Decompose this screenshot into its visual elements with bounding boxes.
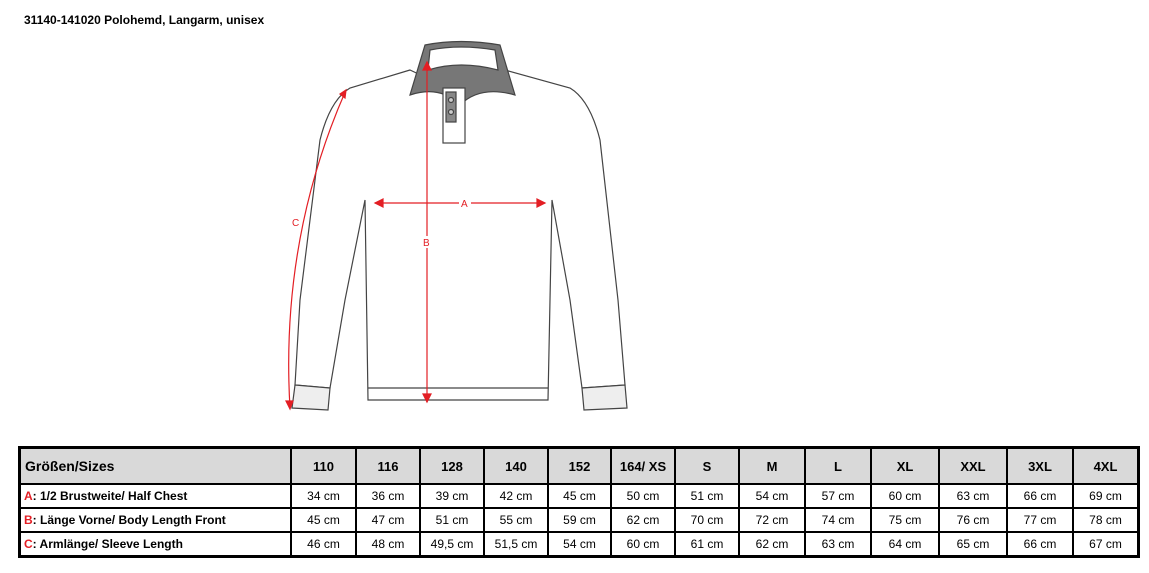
measurement-value: 74 cm bbox=[804, 507, 872, 533]
size-header: 152 bbox=[547, 446, 612, 485]
measurement-value: 67 cm bbox=[1072, 531, 1140, 558]
measurement-name: : Länge Vorne/ Body Length Front bbox=[32, 513, 226, 527]
document-title: 31140-141020 Polohemd, Langarm, unisex bbox=[24, 13, 265, 27]
measure-b-label: B bbox=[423, 238, 430, 249]
measure-c-line bbox=[288, 89, 347, 409]
measurement-value: 66 cm bbox=[1006, 531, 1074, 558]
measurement-value: 62 cm bbox=[738, 531, 806, 558]
measurement-value: 51 cm bbox=[674, 483, 740, 509]
measurement-value: 51,5 cm bbox=[483, 531, 549, 558]
size-header: 140 bbox=[483, 446, 549, 485]
measurement-label: B: Länge Vorne/ Body Length Front bbox=[18, 507, 292, 533]
measurement-letter: A bbox=[24, 489, 33, 503]
measurement-value: 70 cm bbox=[674, 507, 740, 533]
measurement-value: 45 cm bbox=[290, 507, 357, 533]
measure-c-label: C bbox=[292, 218, 299, 229]
measurement-value: 57 cm bbox=[804, 483, 872, 509]
measurement-value: 63 cm bbox=[938, 483, 1008, 509]
size-header: XL bbox=[870, 446, 940, 485]
measurement-value: 76 cm bbox=[938, 507, 1008, 533]
measure-a-label: A bbox=[461, 199, 468, 210]
measurement-value: 46 cm bbox=[290, 531, 357, 558]
measurement-letter: C bbox=[24, 537, 33, 551]
polo-shirt-drawing: A B C bbox=[285, 40, 628, 411]
measurement-label: A: 1/2 Brustweite/ Half Chest bbox=[18, 483, 292, 509]
measurement-value: 77 cm bbox=[1006, 507, 1074, 533]
table-header-row: Größen/Sizes 110 116 128 140 152 164/ XS… bbox=[18, 446, 1140, 485]
measurement-value: 61 cm bbox=[674, 531, 740, 558]
measurement-value: 63 cm bbox=[804, 531, 872, 558]
measurement-value: 42 cm bbox=[483, 483, 549, 509]
measurement-value: 64 cm bbox=[870, 531, 940, 558]
measurement-value: 54 cm bbox=[738, 483, 806, 509]
measurement-value: 47 cm bbox=[355, 507, 421, 533]
measurement-value: 49,5 cm bbox=[419, 531, 485, 558]
size-chart-table: Größen/Sizes 110 116 128 140 152 164/ XS… bbox=[18, 446, 1140, 558]
measurement-value: 50 cm bbox=[610, 483, 676, 509]
sizes-header: Größen/Sizes bbox=[18, 446, 292, 485]
measurement-label: C: Armlänge/ Sleeve Length bbox=[18, 531, 292, 558]
measurement-letter: B bbox=[24, 513, 33, 527]
measurement-value: 55 cm bbox=[483, 507, 549, 533]
measurement-value: 66 cm bbox=[1006, 483, 1074, 509]
measurement-value: 45 cm bbox=[547, 483, 612, 509]
measurement-value: 36 cm bbox=[355, 483, 421, 509]
size-header: XXL bbox=[938, 446, 1008, 485]
measurement-value: 48 cm bbox=[355, 531, 421, 558]
table-row: B: Länge Vorne/ Body Length Front 45 cm 47… bbox=[18, 507, 1140, 533]
measurement-value: 72 cm bbox=[738, 507, 806, 533]
size-header: 3XL bbox=[1006, 446, 1074, 485]
measurement-value: 69 cm bbox=[1072, 483, 1140, 509]
size-header: 4XL bbox=[1072, 446, 1140, 485]
measurement-value: 34 cm bbox=[290, 483, 357, 509]
measurement-value: 59 cm bbox=[547, 507, 612, 533]
size-header: L bbox=[804, 446, 872, 485]
measurement-value: 39 cm bbox=[419, 483, 485, 509]
size-header: 128 bbox=[419, 446, 485, 485]
measurement-value: 78 cm bbox=[1072, 507, 1140, 533]
size-header: M bbox=[738, 446, 806, 485]
measurement-value: 65 cm bbox=[938, 531, 1008, 558]
measurement-value: 62 cm bbox=[610, 507, 676, 533]
table-row: C: Armlänge/ Sleeve Length 46 cm 48 cm 49,5… bbox=[18, 531, 1140, 558]
measurement-value: 60 cm bbox=[610, 531, 676, 558]
measurement-value: 54 cm bbox=[547, 531, 612, 558]
measurement-value: 75 cm bbox=[870, 507, 940, 533]
size-header: 116 bbox=[355, 446, 421, 485]
table-row: A: 1/2 Brustweite/ Half Chest 34 cm 36 cm 3… bbox=[18, 483, 1140, 509]
size-header: S bbox=[674, 446, 740, 485]
measurement-value: 60 cm bbox=[870, 483, 940, 509]
size-header: 110 bbox=[290, 446, 357, 485]
size-header: 164/ XS bbox=[610, 446, 676, 485]
measurement-name: : Armlänge/ Sleeve Length bbox=[32, 537, 183, 551]
measurement-value: 51 cm bbox=[419, 507, 485, 533]
measurement-name: : 1/2 Brustweite/ Half Chest bbox=[32, 489, 188, 503]
